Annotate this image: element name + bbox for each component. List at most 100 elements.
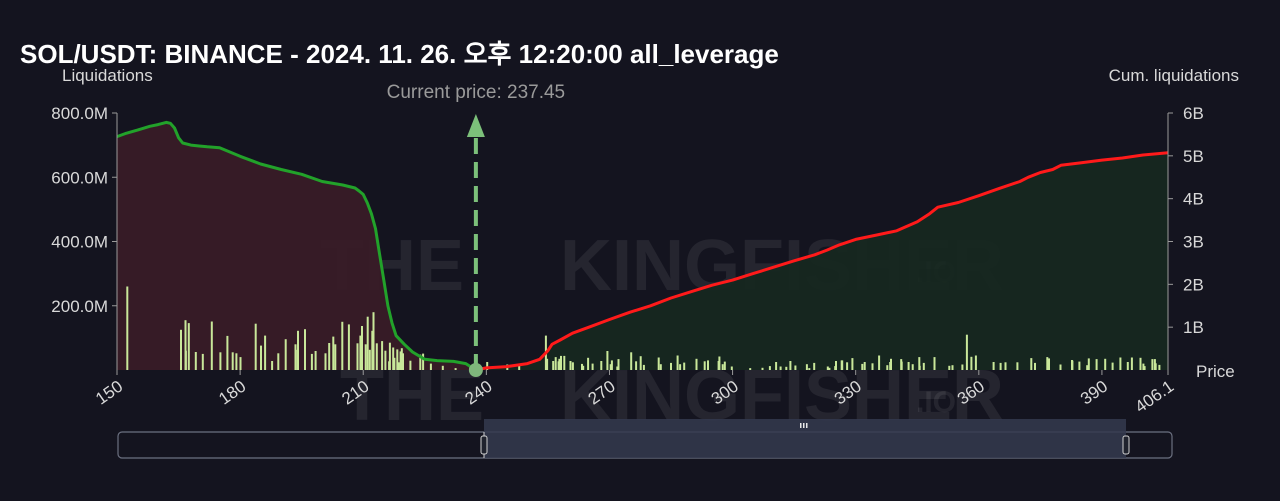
liquidation-bar: [600, 361, 603, 370]
liquidation-bar: [965, 334, 968, 370]
liquidation-bar: [670, 362, 672, 370]
slider-left-handle[interactable]: [480, 435, 488, 455]
liquidation-bar: [863, 362, 866, 370]
liquidation-bar: [399, 351, 402, 370]
liquidation-bar: [846, 362, 849, 370]
liquidation-bar: [695, 358, 698, 370]
liquidation-bar: [361, 326, 363, 370]
y-tick-label: 200.0M: [51, 297, 108, 316]
liquidation-bar: [271, 361, 274, 370]
liquidation-bar: [368, 349, 371, 370]
liquidation-bar: [933, 357, 936, 370]
liquidation-bar: [617, 359, 620, 370]
liquidation-bar: [201, 353, 204, 370]
liquidation-bar: [890, 358, 892, 370]
liquidation-bar: [1086, 365, 1089, 370]
liquidation-bar: [635, 361, 638, 370]
liquidation-bar: [231, 352, 234, 370]
liquidation-bar: [297, 330, 299, 370]
x-tick-label: 390: [1077, 377, 1111, 409]
y2-tick-label: 1B: [1183, 318, 1204, 337]
liquidation-bar: [552, 361, 555, 370]
liquidation-bar: [1016, 362, 1019, 370]
liquidation-bar: [907, 362, 910, 370]
x-tick-label: 406.1: [1132, 377, 1178, 417]
liquidation-bar: [486, 362, 489, 370]
liquidation-bar: [961, 364, 964, 370]
liquidation-bar: [284, 339, 287, 370]
liquidation-bar: [616, 366, 619, 370]
liquidation-bar: [210, 321, 213, 370]
liquidation-bar: [393, 357, 396, 370]
liquidation-bar: [239, 357, 242, 370]
liquidation-bar: [1030, 358, 1033, 370]
liquidation-bar: [679, 364, 682, 370]
liquidation-bar: [397, 362, 400, 370]
current-price-dot: [468, 363, 483, 377]
liquidation-bar: [1151, 359, 1154, 370]
liquidation-bar: [554, 357, 557, 370]
liquidation-bar: [126, 286, 129, 370]
liquidation-bar: [1111, 362, 1114, 370]
liquidation-bar: [187, 323, 190, 370]
x-tick-label: 180: [215, 377, 249, 409]
liquidation-bar: [332, 336, 335, 370]
liquidation-bar: [310, 353, 313, 370]
y2-axis-title: Cum. liquidations: [1109, 66, 1239, 85]
liquidation-bar: [400, 348, 403, 370]
liquidation-bar: [918, 357, 921, 370]
slider-selection[interactable]: [484, 419, 1126, 458]
liquidation-bar: [582, 365, 585, 370]
liquidation-bar: [948, 365, 951, 370]
current-price-label: Current price: 237.45: [387, 82, 566, 103]
chart-title: SOL/USDT: BINANCE - 2024. 11. 26. 오후 12:…: [20, 39, 779, 69]
liquidation-bar: [314, 351, 317, 370]
liquidation-bar: [260, 345, 262, 370]
watermark-suffix-2: .IO: [916, 386, 956, 419]
liquidation-bar: [609, 364, 612, 370]
slider-right-handle[interactable]: [1122, 435, 1130, 455]
liquidation-bar: [304, 329, 306, 370]
liquidation-bar: [226, 335, 229, 370]
liquidation-bar: [347, 324, 350, 370]
liquidation-bar: [1126, 362, 1129, 370]
liquidation-bar: [886, 365, 889, 370]
liquidation-bar: [402, 353, 404, 370]
liquidation-bar: [441, 365, 444, 370]
cum-line-short: [116, 120, 477, 372]
long-side-area: [475, 152, 1168, 370]
range-slider[interactable]: [117, 419, 1173, 459]
liquidation-bar: [1158, 364, 1161, 370]
y2-tick-label: 2B: [1183, 275, 1204, 294]
liquidation-bar: [659, 364, 662, 370]
liquidation-bar: [718, 356, 721, 370]
liquidation-bar: [761, 367, 764, 370]
x-tick-label: 150: [92, 377, 126, 409]
y2-tick-label: 6B: [1183, 104, 1204, 123]
slider-grip-icon[interactable]: [800, 423, 808, 428]
liquidation-bar: [1087, 358, 1090, 370]
liquidation-bar: [835, 361, 837, 370]
liquidation-bar: [1048, 362, 1050, 370]
liquidation-bar: [703, 361, 706, 370]
liquidation-bar: [951, 365, 954, 370]
liquidation-bar: [396, 349, 399, 370]
liquidation-bar: [546, 358, 549, 370]
liquidation-bar: [970, 356, 973, 370]
liquidation-bar: [341, 321, 344, 370]
liquidation-bar: [918, 365, 921, 370]
liquidation-bar: [591, 363, 594, 370]
y-tick-label: 800.0M: [51, 104, 108, 123]
liquidation-bar: [1004, 362, 1007, 370]
liquidation-bar: [375, 343, 378, 370]
liquidation-bar: [180, 329, 182, 370]
y2-tick-label: 3B: [1183, 233, 1204, 252]
liquidation-bar: [642, 364, 645, 370]
liquidation-bar: [277, 353, 280, 370]
liquidation-bar: [1059, 364, 1062, 370]
liquidation-bar: [1095, 359, 1098, 370]
liquidation-bar: [749, 368, 752, 370]
liquidation-bar: [1130, 357, 1133, 370]
liquidation-bar: [676, 355, 679, 370]
liquidation-bar: [805, 364, 808, 370]
